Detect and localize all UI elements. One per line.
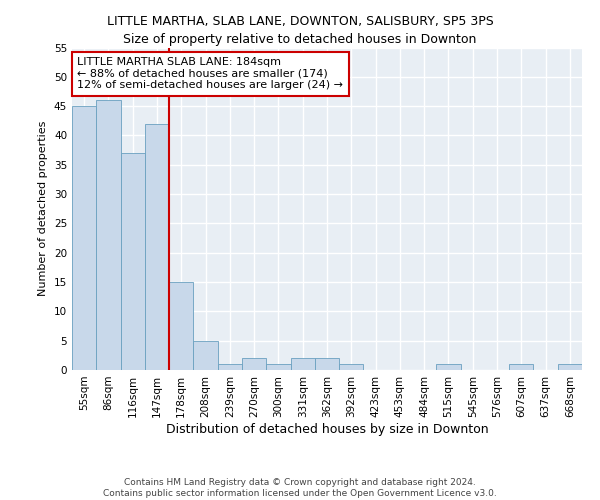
Bar <box>242 358 266 370</box>
Text: LITTLE MARTHA, SLAB LANE, DOWNTON, SALISBURY, SP5 3PS: LITTLE MARTHA, SLAB LANE, DOWNTON, SALIS… <box>107 15 493 28</box>
Bar <box>96 100 121 370</box>
Bar <box>509 364 533 370</box>
Text: LITTLE MARTHA SLAB LANE: 184sqm
← 88% of detached houses are smaller (174)
12% o: LITTLE MARTHA SLAB LANE: 184sqm ← 88% of… <box>77 57 343 90</box>
Bar <box>218 364 242 370</box>
Bar <box>193 340 218 370</box>
Bar <box>339 364 364 370</box>
Bar <box>121 153 145 370</box>
Y-axis label: Number of detached properties: Number of detached properties <box>38 121 49 296</box>
Text: Size of property relative to detached houses in Downton: Size of property relative to detached ho… <box>124 32 476 46</box>
Bar <box>558 364 582 370</box>
Bar <box>72 106 96 370</box>
Bar <box>315 358 339 370</box>
Bar <box>436 364 461 370</box>
Text: Contains HM Land Registry data © Crown copyright and database right 2024.
Contai: Contains HM Land Registry data © Crown c… <box>103 478 497 498</box>
Bar <box>169 282 193 370</box>
X-axis label: Distribution of detached houses by size in Downton: Distribution of detached houses by size … <box>166 422 488 436</box>
Bar <box>266 364 290 370</box>
Bar <box>290 358 315 370</box>
Bar <box>145 124 169 370</box>
